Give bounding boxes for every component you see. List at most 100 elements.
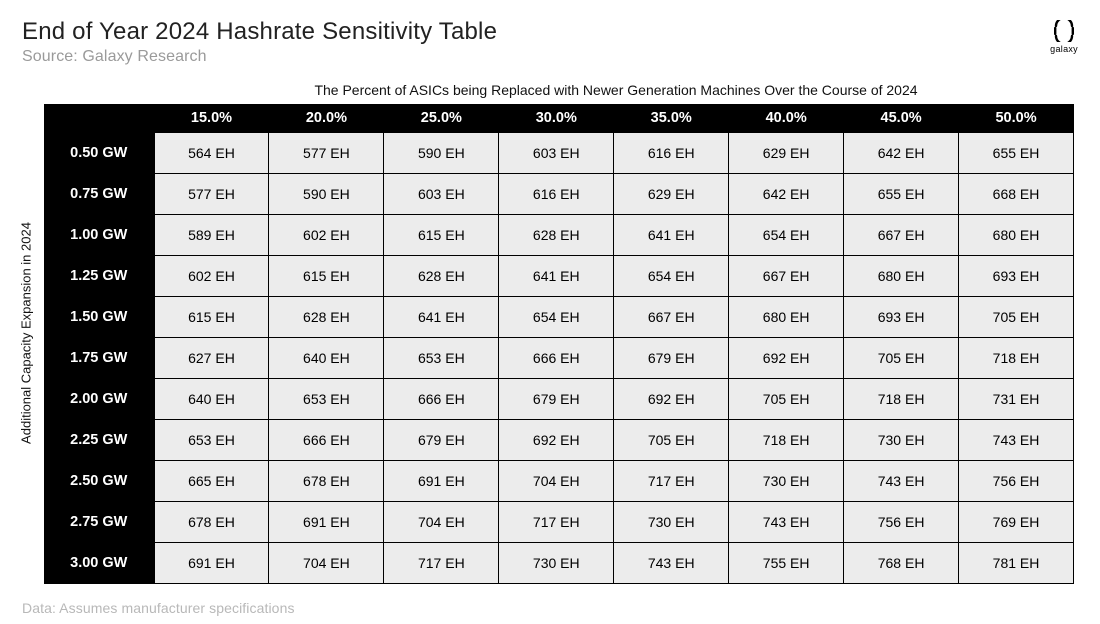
table-row: 1.00 GW589 EH602 EH615 EH628 EH641 EH654…: [44, 215, 1074, 256]
table-cell: 629 EH: [614, 174, 729, 215]
table-cell: 603 EH: [384, 174, 499, 215]
galaxy-logo-icon: [1053, 20, 1075, 42]
table-cell: 667 EH: [844, 215, 959, 256]
column-header: 50.0%: [959, 104, 1074, 133]
table-row: 2.00 GW640 EH653 EH666 EH679 EH692 EH705…: [44, 379, 1074, 420]
row-header: 2.00 GW: [44, 379, 154, 420]
row-header: 2.50 GW: [44, 461, 154, 502]
table-cell: 654 EH: [614, 256, 729, 297]
table-cell: 692 EH: [729, 338, 844, 379]
table-cell: 655 EH: [844, 174, 959, 215]
column-header: 25.0%: [384, 104, 499, 133]
table-cell: 705 EH: [844, 338, 959, 379]
table-cell: 717 EH: [499, 502, 614, 543]
column-header: 45.0%: [844, 104, 959, 133]
table-cell: 655 EH: [959, 133, 1074, 174]
table-cell: 693 EH: [959, 256, 1074, 297]
row-header: 0.75 GW: [44, 174, 154, 215]
table-cell: 577 EH: [154, 174, 269, 215]
table-cell: 680 EH: [729, 297, 844, 338]
table-cell: 731 EH: [959, 379, 1074, 420]
table-cell: 615 EH: [384, 215, 499, 256]
table-cell: 743 EH: [844, 461, 959, 502]
table-cell: 692 EH: [614, 379, 729, 420]
table-row: 2.50 GW665 EH678 EH691 EH704 EH717 EH730…: [44, 461, 1074, 502]
corner-cell: [44, 104, 154, 133]
page-title: End of Year 2024 Hashrate Sensitivity Ta…: [22, 18, 497, 46]
table-row: 1.50 GW615 EH628 EH641 EH654 EH667 EH680…: [44, 297, 1074, 338]
table-cell: 718 EH: [959, 338, 1074, 379]
table-cell: 577 EH: [269, 133, 384, 174]
footnote: Data: Assumes manufacturer specification…: [22, 600, 1078, 616]
table-cell: 693 EH: [844, 297, 959, 338]
table-cell: 692 EH: [499, 420, 614, 461]
table-cell: 730 EH: [844, 420, 959, 461]
table-cell: 717 EH: [614, 461, 729, 502]
row-header: 3.00 GW: [44, 543, 154, 584]
table-cell: 641 EH: [499, 256, 614, 297]
table-cell: 602 EH: [154, 256, 269, 297]
table-cell: 678 EH: [154, 502, 269, 543]
table-cell: 680 EH: [844, 256, 959, 297]
table-cell: 691 EH: [154, 543, 269, 584]
galaxy-logo-text: galaxy: [1050, 44, 1078, 54]
column-header: 40.0%: [729, 104, 844, 133]
table-cell: 680 EH: [959, 215, 1074, 256]
column-header: 20.0%: [269, 104, 384, 133]
column-header: 15.0%: [154, 104, 269, 133]
table-cell: 642 EH: [844, 133, 959, 174]
table-cell: 641 EH: [384, 297, 499, 338]
table-cell: 717 EH: [384, 543, 499, 584]
table-cell: 627 EH: [154, 338, 269, 379]
table-cell: 718 EH: [729, 420, 844, 461]
table-cell: 602 EH: [269, 215, 384, 256]
table-row: 3.00 GW691 EH704 EH717 EH730 EH743 EH755…: [44, 543, 1074, 584]
table-cell: 705 EH: [614, 420, 729, 461]
table-cell: 665 EH: [154, 461, 269, 502]
table-cell: 666 EH: [269, 420, 384, 461]
table-cell: 730 EH: [614, 502, 729, 543]
table-cell: 589 EH: [154, 215, 269, 256]
column-super-header: The Percent of ASICs being Replaced with…: [154, 82, 1078, 104]
table-cell: 679 EH: [499, 379, 614, 420]
table-cell: 564 EH: [154, 133, 269, 174]
table-cell: 768 EH: [844, 543, 959, 584]
table-cell: 615 EH: [269, 256, 384, 297]
table-cell: 730 EH: [729, 461, 844, 502]
table-cell: 616 EH: [499, 174, 614, 215]
table-cell: 653 EH: [269, 379, 384, 420]
table-cell: 679 EH: [614, 338, 729, 379]
table-cell: 769 EH: [959, 502, 1074, 543]
table-cell: 678 EH: [269, 461, 384, 502]
table-row: 2.25 GW653 EH666 EH679 EH692 EH705 EH718…: [44, 420, 1074, 461]
table-cell: 628 EH: [499, 215, 614, 256]
table-cell: 641 EH: [614, 215, 729, 256]
table-row: 0.50 GW564 EH577 EH590 EH603 EH616 EH629…: [44, 133, 1074, 174]
table-cell: 756 EH: [959, 461, 1074, 502]
table-cell: 615 EH: [154, 297, 269, 338]
row-header: 1.25 GW: [44, 256, 154, 297]
table-cell: 666 EH: [384, 379, 499, 420]
table-cell: 653 EH: [154, 420, 269, 461]
table-cell: 705 EH: [959, 297, 1074, 338]
table-cell: 642 EH: [729, 174, 844, 215]
table-cell: 691 EH: [384, 461, 499, 502]
table-cell: 629 EH: [729, 133, 844, 174]
table-cell: 730 EH: [499, 543, 614, 584]
galaxy-logo: galaxy: [1050, 20, 1078, 54]
row-header: 2.75 GW: [44, 502, 154, 543]
table-cell: 781 EH: [959, 543, 1074, 584]
table-cell: 666 EH: [499, 338, 614, 379]
table-cell: 628 EH: [384, 256, 499, 297]
table-cell: 590 EH: [384, 133, 499, 174]
source-label: Source: Galaxy Research: [22, 48, 497, 66]
table-cell: 704 EH: [269, 543, 384, 584]
table-cell: 667 EH: [729, 256, 844, 297]
table-cell: 616 EH: [614, 133, 729, 174]
table-cell: 640 EH: [269, 338, 384, 379]
table-row: 1.25 GW602 EH615 EH628 EH641 EH654 EH667…: [44, 256, 1074, 297]
table-row: 2.75 GW678 EH691 EH704 EH717 EH730 EH743…: [44, 502, 1074, 543]
table-cell: 628 EH: [269, 297, 384, 338]
table-cell: 718 EH: [844, 379, 959, 420]
table-cell: 653 EH: [384, 338, 499, 379]
